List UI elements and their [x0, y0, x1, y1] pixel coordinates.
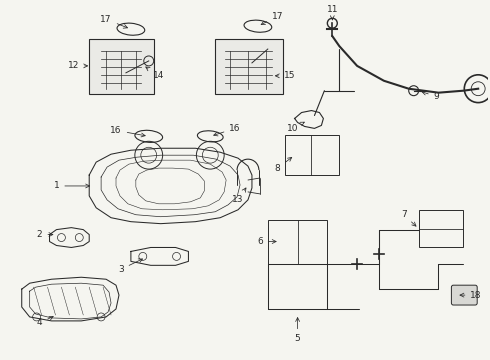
Bar: [215, 39, 283, 94]
Bar: [268, 220, 327, 264]
Text: 17: 17: [261, 12, 284, 24]
Text: 7: 7: [401, 210, 416, 226]
Text: 8: 8: [275, 157, 292, 172]
Text: 4: 4: [37, 316, 53, 327]
Text: 16: 16: [110, 126, 145, 137]
Bar: [89, 39, 154, 94]
Text: 12: 12: [68, 62, 88, 71]
Text: 2: 2: [37, 230, 53, 239]
Text: 9: 9: [422, 91, 440, 101]
Text: 17: 17: [100, 15, 127, 28]
Text: 10: 10: [287, 122, 304, 133]
Text: 14: 14: [146, 67, 164, 80]
Text: 3: 3: [118, 259, 143, 274]
Text: 16: 16: [214, 124, 241, 136]
Text: 5: 5: [294, 318, 300, 343]
Text: 18: 18: [460, 291, 482, 300]
Text: 13: 13: [232, 188, 246, 204]
Bar: [285, 135, 339, 175]
Text: 15: 15: [275, 71, 295, 80]
Bar: [418, 210, 464, 247]
Text: 6: 6: [257, 237, 276, 246]
FancyBboxPatch shape: [451, 285, 477, 305]
Text: 11: 11: [326, 5, 338, 20]
Text: 1: 1: [53, 181, 90, 190]
